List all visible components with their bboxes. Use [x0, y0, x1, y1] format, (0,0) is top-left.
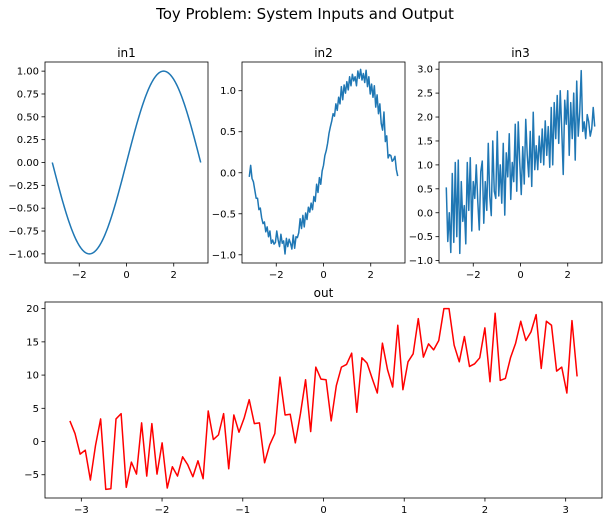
- panel-title: in3: [511, 46, 530, 60]
- y-tick-label: 1.0: [220, 86, 236, 97]
- x-tick-label: −2: [155, 505, 170, 516]
- plot-in2: in2 −2 0 2 −1.0 −0.5 0.0 0.5 1.0: [212, 46, 406, 281]
- x-tick-label: 0: [320, 505, 326, 516]
- y-tick-label: 1.5: [417, 136, 433, 147]
- panel-title: in2: [314, 46, 333, 60]
- y-tick-label: −1.00: [8, 249, 39, 260]
- y-tick-label: 0.25: [17, 135, 39, 146]
- y-tick-label: 1.0: [417, 160, 433, 171]
- x-tick-label: 0: [517, 270, 523, 281]
- x-tick-label: 3: [562, 505, 568, 516]
- x-tick-label: 2: [368, 270, 374, 281]
- series-line: [69, 307, 578, 491]
- panel-title: in1: [117, 46, 136, 60]
- y-tick-label: −0.5: [409, 232, 433, 243]
- y-tick-label: 15: [26, 337, 39, 348]
- y-tick-label: 5: [33, 404, 39, 415]
- plot-in3: in3 −2 0 2 −1.0 −0.5 0.0 0.5 1.0 1.5 2.0 2.5 3.0: [409, 46, 603, 281]
- y-tick-label: 0.5: [417, 184, 433, 195]
- x-tick-label: 1: [401, 505, 407, 516]
- y-tick-label: 0.5: [220, 127, 236, 138]
- y-tick-label: 0.75: [17, 89, 39, 100]
- y-tick-label: −0.75: [8, 227, 39, 238]
- plot-in1: in1 −2 0 2 −1.00 −0.75 −0.50 −0.25 0.00 0.25 0.50 0…: [8, 46, 209, 281]
- y-tick-label: 2.0: [417, 113, 433, 124]
- y-tick-label: 0.50: [17, 112, 39, 123]
- y-tick-label: −0.50: [8, 204, 39, 215]
- y-tick-label: −1.0: [212, 250, 236, 261]
- series-line: [51, 70, 202, 255]
- x-tick-label: −2: [466, 270, 481, 281]
- y-tick-label: 3.0: [417, 65, 433, 76]
- y-tick-label: −1.0: [409, 256, 433, 267]
- x-tick-label: 2: [171, 270, 177, 281]
- x-tick-label: −1: [235, 505, 250, 516]
- y-tick-label: 0: [33, 437, 39, 448]
- y-tick-label: 0.0: [417, 208, 433, 219]
- plot-out: out −3 −2 −1 0 1 2 3 −5 0 5 10 15 20: [24, 286, 603, 516]
- y-tick-label: −0.5: [212, 209, 236, 220]
- series-line: [445, 69, 596, 255]
- suptitle: Toy Problem: System Inputs and Output: [155, 5, 454, 23]
- y-tick-label: 0.0: [220, 168, 236, 179]
- y-tick-label: 10: [26, 371, 39, 382]
- x-tick-label: 2: [482, 505, 488, 516]
- y-tick-label: 2.5: [417, 89, 433, 100]
- y-tick-label: −0.25: [8, 181, 39, 192]
- x-tick-label: 0: [123, 270, 129, 281]
- y-tick-label: 1.00: [17, 67, 39, 78]
- y-tick-label: 0.00: [17, 158, 39, 169]
- x-tick-label: −3: [74, 505, 89, 516]
- y-tick-label: 20: [26, 304, 39, 315]
- x-tick-label: −2: [72, 270, 87, 281]
- x-tick-label: 2: [565, 270, 571, 281]
- x-tick-label: −2: [269, 270, 284, 281]
- y-tick-label: −5: [24, 470, 39, 481]
- x-tick-label: 0: [320, 270, 326, 281]
- series-line: [248, 68, 399, 255]
- panel-title: out: [314, 286, 334, 300]
